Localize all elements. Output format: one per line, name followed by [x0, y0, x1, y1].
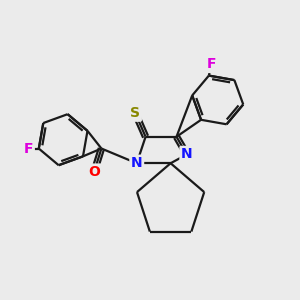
Text: N: N [181, 147, 193, 161]
Text: N: N [131, 156, 142, 170]
Text: O: O [88, 165, 100, 179]
Text: F: F [24, 142, 33, 156]
Text: F: F [207, 57, 217, 71]
Text: S: S [130, 106, 140, 120]
